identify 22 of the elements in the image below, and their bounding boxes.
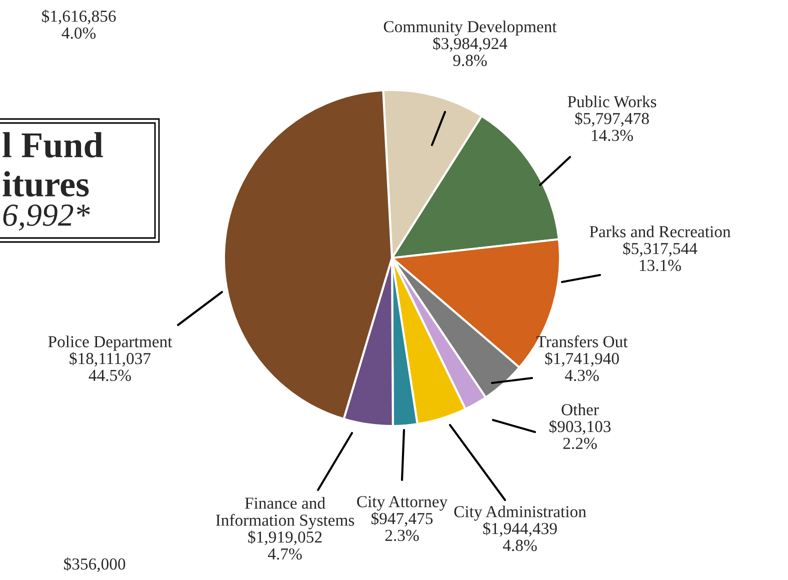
text: $356,000	[64, 557, 126, 572]
data-label: $1,944,439 4.8%	[483, 522, 557, 552]
text: l Fund itures	[2, 132, 103, 197]
data-label: $1,919,052 4.7%	[248, 530, 322, 560]
data-label: $18,111,037 44.5%	[70, 352, 151, 382]
data-label: $947,475 2.3%	[371, 512, 433, 542]
text: 6,992*	[3, 204, 90, 231]
slice-label: City Administration	[454, 506, 586, 521]
slice-label: Other	[562, 404, 599, 416]
slice-label: Transfers Out	[536, 335, 628, 348]
slice-label: Community Development	[384, 20, 557, 36]
text: $1,616,856 4.0%	[42, 10, 116, 39]
data-label: $5,797,478 14.3%	[575, 112, 649, 142]
data-label: $903,103 2.2%	[549, 420, 611, 450]
slice-label: Finance and Information Systems	[216, 497, 354, 530]
data-label: $5,317,544 13.1%	[623, 242, 698, 272]
data-label: $3,984,924 9.8%	[433, 36, 508, 66]
slice-label: City Attorney	[357, 496, 448, 511]
data-label: $1,741,940 4.3%	[545, 352, 619, 382]
slice-label: Police Department	[48, 336, 172, 351]
slice-label: Parks and Recreation	[590, 226, 731, 238]
slice-label: Public Works	[568, 96, 656, 108]
